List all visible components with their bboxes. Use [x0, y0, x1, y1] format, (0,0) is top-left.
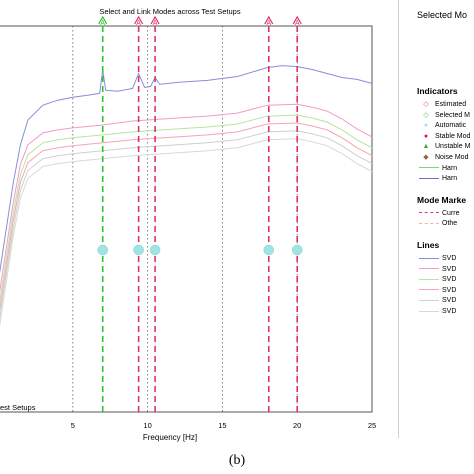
legend-symbol-icon: ● [423, 132, 429, 140]
svd-series-line [0, 122, 373, 312]
legend-item-label: SVD [442, 308, 457, 315]
legend-item-label: Noise Mod [435, 154, 469, 161]
legend-item-label: Othe [442, 220, 458, 228]
x-tick-label: 5 [71, 421, 75, 430]
legend-section-head: Indicators [417, 86, 458, 96]
legend-item: Othe [419, 219, 457, 229]
automatic-mode-marker[interactable] [263, 244, 275, 256]
legend-line-icon [419, 268, 439, 270]
legend-item: SVD [419, 307, 456, 317]
plot-frame [0, 25, 373, 413]
legend-symbol-icon: ◇ [423, 111, 429, 119]
bottom-left-label: est Setups [0, 403, 36, 412]
legend-title: Selected Mo [417, 10, 468, 20]
legend-line-icon [419, 177, 439, 179]
svd-series-line [0, 138, 373, 327]
legend-item: ● Stable Mod [419, 132, 471, 142]
legend-item: SVD [419, 265, 456, 275]
legend-line-icon [419, 310, 439, 312]
chart-title: Select and Link Modes across Test Setups [99, 7, 240, 16]
legend-line-icon [419, 167, 439, 169]
x-tick-label: 20 [293, 421, 301, 430]
legend-line-icon [419, 300, 439, 302]
mode-marker-icon [264, 15, 274, 25]
legend-item: Harn [419, 164, 457, 174]
legend-item: Harn [419, 174, 457, 184]
mode-label: A [266, 20, 271, 27]
x-tick-label: 10 [143, 421, 151, 430]
mode-label: A [295, 20, 300, 27]
legend-item-label: SVD [442, 265, 457, 273]
svd-series-line [0, 65, 373, 274]
legend-item-label: SVD [442, 255, 457, 262]
automatic-mode-marker[interactable] [97, 244, 108, 256]
legend-item: ● Automatic [419, 121, 466, 131]
mode-label: A [136, 20, 141, 27]
legend-item: SVD [419, 296, 456, 306]
svd-series-line [0, 103, 373, 294]
legend-item-label: Estimated [435, 101, 467, 108]
svd-series-line [0, 130, 373, 320]
legend-item: SVD [419, 254, 456, 264]
mode-marker-icon [150, 15, 160, 25]
mode-label: A [100, 20, 105, 27]
x-tick-label: 15 [218, 421, 226, 430]
legend-item-label: Harn [442, 164, 458, 172]
legend-symbol-icon: ● [423, 122, 429, 130]
legend-item: SVD [419, 275, 456, 285]
legend-item-label: Selected M [435, 111, 471, 119]
mode-marker-icon [98, 15, 108, 25]
legend-item-label: SVD [442, 286, 457, 294]
legend-symbol-icon: ◇ [423, 101, 429, 108]
legend-item-label: Harn [442, 175, 458, 183]
x-tick-label: 25 [368, 421, 376, 430]
legend-item-label: Curre [442, 209, 460, 217]
legend-item: ◇ Selected M [419, 111, 470, 121]
figure-caption: (b) [228, 453, 246, 468]
legend-section-head: Mode Marke [417, 194, 467, 205]
legend-item: ◆ Noise Mod [419, 153, 468, 163]
x-axis-label: Frequency [Hz] [143, 433, 197, 442]
mode-label: A [153, 20, 158, 27]
legend-item-label: Unstable M [435, 143, 471, 151]
mode-marker-icon [292, 15, 302, 25]
legend-item: Curre [419, 209, 460, 219]
legend-line-icon [419, 289, 439, 291]
legend-line-icon [419, 278, 439, 280]
legend-line-icon [419, 223, 439, 225]
svd-chart: Select and Link Modes across Test Setups… [0, 7, 376, 442]
svd-series-line [0, 114, 373, 304]
legend-symbol-icon: ◆ [423, 154, 429, 161]
legend-item: ▲ Unstable M [419, 142, 471, 152]
legend-symbol-icon: ▲ [422, 143, 430, 151]
legend-item-label: SVD [442, 297, 457, 305]
legend-panel: Selected Mo Indicators ◇ Estimated ◇ Selecte… [398, 0, 474, 438]
legend-item-label: SVD [442, 276, 457, 284]
automatic-mode-marker[interactable] [133, 244, 144, 256]
legend-line-icon [419, 257, 439, 259]
automatic-mode-marker[interactable] [149, 244, 161, 256]
legend-item: ◇ Estimated [419, 100, 466, 110]
legend-item-label: Automatic [435, 122, 467, 130]
automatic-mode-marker[interactable] [291, 244, 303, 256]
legend-section-head: Lines [417, 240, 440, 250]
mode-marker-icon [134, 15, 144, 25]
legend-item: SVD [419, 286, 456, 296]
legend-line-icon [419, 212, 439, 214]
legend-item-label: Stable Mod [435, 132, 471, 140]
